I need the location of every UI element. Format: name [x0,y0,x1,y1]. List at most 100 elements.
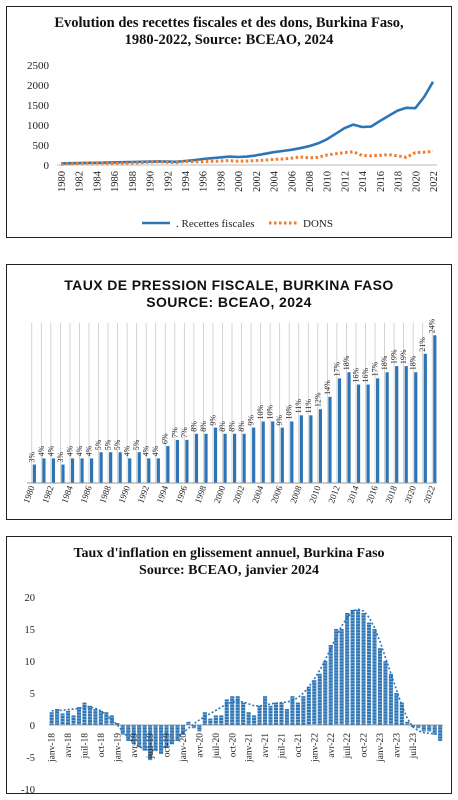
x-tick-label: 1994 [155,484,171,505]
tax-pressure-chart-title-line2: SOURCE: BCEAO, 2024 [146,294,312,310]
x-tick-label: 1990 [146,171,157,192]
x-tick-label: 1992 [136,484,152,504]
bar [70,458,75,483]
bar [423,353,427,483]
bar [388,673,393,725]
bar-data-label: 16% [361,368,370,383]
x-tick-label: 2002 [231,484,247,504]
y-tick-label: 10 [25,657,36,668]
x-tick-label: 2022 [429,171,440,192]
bar [433,335,437,483]
x-tick-label: 1988 [128,171,139,192]
bar [339,629,344,725]
bar [204,433,208,483]
bar [156,458,160,483]
bar-data-label: 17% [371,361,380,376]
bar [337,378,342,483]
y-tick-label: 2000 [27,80,50,92]
bar [87,705,92,725]
bar [290,421,294,483]
x-tick-label: janv-23 [376,733,386,763]
x-tick-label: oct-22 [360,733,370,758]
bar [197,725,202,732]
bar [166,446,170,483]
bar [175,439,179,483]
revenue-chart-title: Evolution des recettes fiscales et des d… [7,15,451,49]
x-tick-label: 2000 [212,484,228,505]
bar [312,680,317,725]
bar [213,427,218,483]
x-tick-label: 2014 [358,170,369,192]
bar [80,458,84,483]
bar [318,409,323,483]
x-tick-label: oct-18 [97,733,107,758]
bar [410,725,415,727]
x-tick-label: 2006 [269,484,285,505]
x-tick-label: 1988 [97,484,113,505]
bar [32,464,36,483]
x-tick-label: 2004 [270,170,281,192]
bar-data-label: 4% [37,445,46,456]
bar [372,629,377,725]
bar-data-label: 4% [151,445,160,456]
revenue-chart-panel: Evolution des recettes fiscales et des d… [6,6,452,238]
bar [76,707,82,725]
x-tick-label: oct-19 [163,733,173,758]
bar-data-label: 14% [323,380,332,395]
bar [185,439,189,483]
bar [404,366,408,483]
bar-data-label: 4% [142,445,151,456]
x-tick-label: juil-23 [409,733,419,760]
bar [89,458,94,483]
bar-data-label: 19% [399,349,408,364]
x-tick-label: janv-19 [113,733,123,763]
bar-data-label: 5% [113,439,122,450]
bar-data-label: 18% [342,355,351,370]
bar-data-label: 8% [237,421,246,432]
inflation-bar-chart: -10 -5 0 5 10 15 20 janv-18 avr-18 juil-18 oct-18 j… [21,593,443,796]
bar-data-label: 9% [275,415,284,426]
bar-data-label: 9% [208,415,217,426]
x-tick-label: 1986 [78,484,94,505]
bar-data-label: 3% [56,452,65,463]
x-tick-label: 2006 [287,171,298,192]
bar [246,712,251,725]
x-tick-label: oct-20 [228,733,238,758]
bar [202,712,207,725]
x-tick-label: 1984 [59,484,75,505]
bar [416,725,421,729]
x-tick-label: janv-18 [48,733,58,763]
bar-data-label: 7% [170,427,179,438]
x-tick-label: 1986 [110,171,121,192]
bar [280,427,284,483]
y-tick-label: 15 [25,625,36,636]
tax-pressure-bar-chart: 3%4% 4%3%4% 4% 4%5% 5% 5%4%5%4% 4%6%7% 7%8% 8%9%… [21,318,438,505]
bar-data-label: 4% [84,445,93,456]
x-tick-label: 1980 [21,484,37,505]
x-tick-label: 2004 [250,484,266,505]
revenue-chart-title-line2: 1980-2022, Source: BCEAO, 2024 [124,32,334,48]
bar [242,433,246,483]
tax-pressure-chart-panel: TAUX DE PRESSION FISCALE, BURKINA FASO S… [6,264,452,520]
x-tick-label: 2022 [422,484,438,504]
bar [299,415,303,483]
x-tick-label: 2008 [288,484,304,505]
bar-data-label: 5% [132,439,141,450]
bar [233,433,237,483]
bar-data-label: 18% [380,355,389,370]
x-tick-label: juil-21 [278,733,288,760]
bar-data-label: 8% [199,421,208,432]
x-tick-label: 2012 [326,484,342,504]
y-tick-label: 1500 [27,100,50,112]
bar [104,712,109,725]
bar [334,629,339,725]
x-tick-label: 2016 [376,171,387,192]
x-tick-label: 1994 [181,170,192,192]
bar [317,673,322,725]
y-tick-label: -5 [26,753,35,764]
bar-data-label: 12% [313,392,322,407]
trend-line [51,608,441,752]
series-line-recettes [60,81,435,165]
x-tick-label: 1996 [199,171,210,192]
x-tick-label: juil-20 [212,733,222,760]
